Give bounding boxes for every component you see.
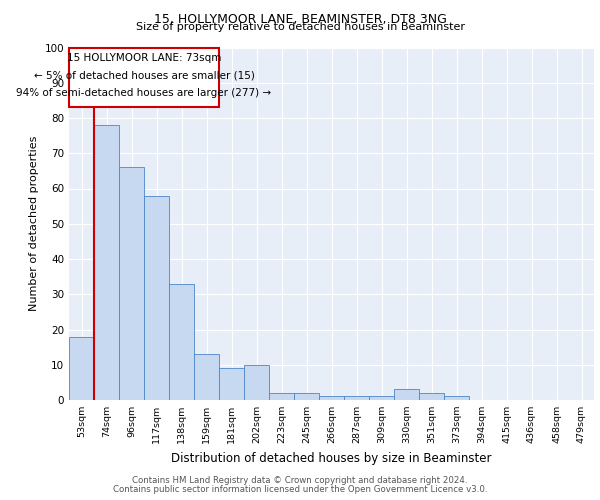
Text: Contains HM Land Registry data © Crown copyright and database right 2024.: Contains HM Land Registry data © Crown c… [132,476,468,485]
Text: Contains public sector information licensed under the Open Government Licence v3: Contains public sector information licen… [113,485,487,494]
Y-axis label: Number of detached properties: Number of detached properties [29,136,39,312]
Text: 94% of semi-detached houses are larger (277) →: 94% of semi-detached houses are larger (… [16,88,272,98]
Bar [344,396,369,400]
Bar [144,196,169,400]
Bar [169,284,194,400]
Bar [444,396,469,400]
Bar [319,396,344,400]
Bar [69,336,94,400]
Bar [69,48,219,108]
Bar [219,368,244,400]
Text: ← 5% of detached houses are smaller (15): ← 5% of detached houses are smaller (15) [34,70,254,81]
Bar [244,365,269,400]
X-axis label: Distribution of detached houses by size in Beaminster: Distribution of detached houses by size … [171,452,492,464]
Bar [369,396,394,400]
Text: Size of property relative to detached houses in Beaminster: Size of property relative to detached ho… [136,22,464,32]
Bar [94,125,119,400]
Bar [269,393,294,400]
Bar [419,393,444,400]
Bar [119,168,144,400]
Text: 15, HOLLYMOOR LANE, BEAMINSTER, DT8 3NG: 15, HOLLYMOOR LANE, BEAMINSTER, DT8 3NG [154,12,446,26]
Text: 15 HOLLYMOOR LANE: 73sqm: 15 HOLLYMOOR LANE: 73sqm [67,53,221,63]
Bar [194,354,219,400]
Bar [294,393,319,400]
Bar [394,390,419,400]
